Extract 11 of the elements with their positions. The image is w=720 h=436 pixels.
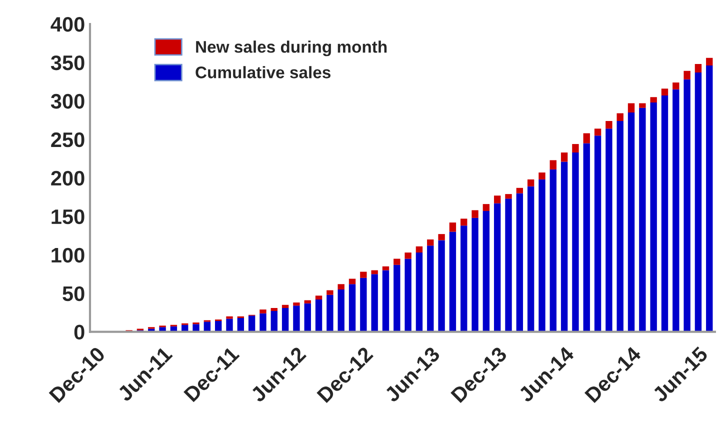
y-tick-label: 0: [74, 324, 84, 340]
y-tick-label: 250: [51, 132, 84, 148]
y-tick-label: 200: [51, 170, 84, 186]
y-tick-label: 300: [50, 94, 84, 109]
y-tick-label: 50: [62, 286, 84, 302]
legend-label: New sales during month: [196, 40, 387, 56]
legend-label: Cumulative sales: [196, 66, 330, 78]
y-tick-label: 400: [50, 16, 84, 32]
y-tick-label: 350: [50, 55, 84, 70]
y-tick-label: 100: [52, 248, 84, 263]
y-tick-label: 150: [52, 209, 84, 224]
